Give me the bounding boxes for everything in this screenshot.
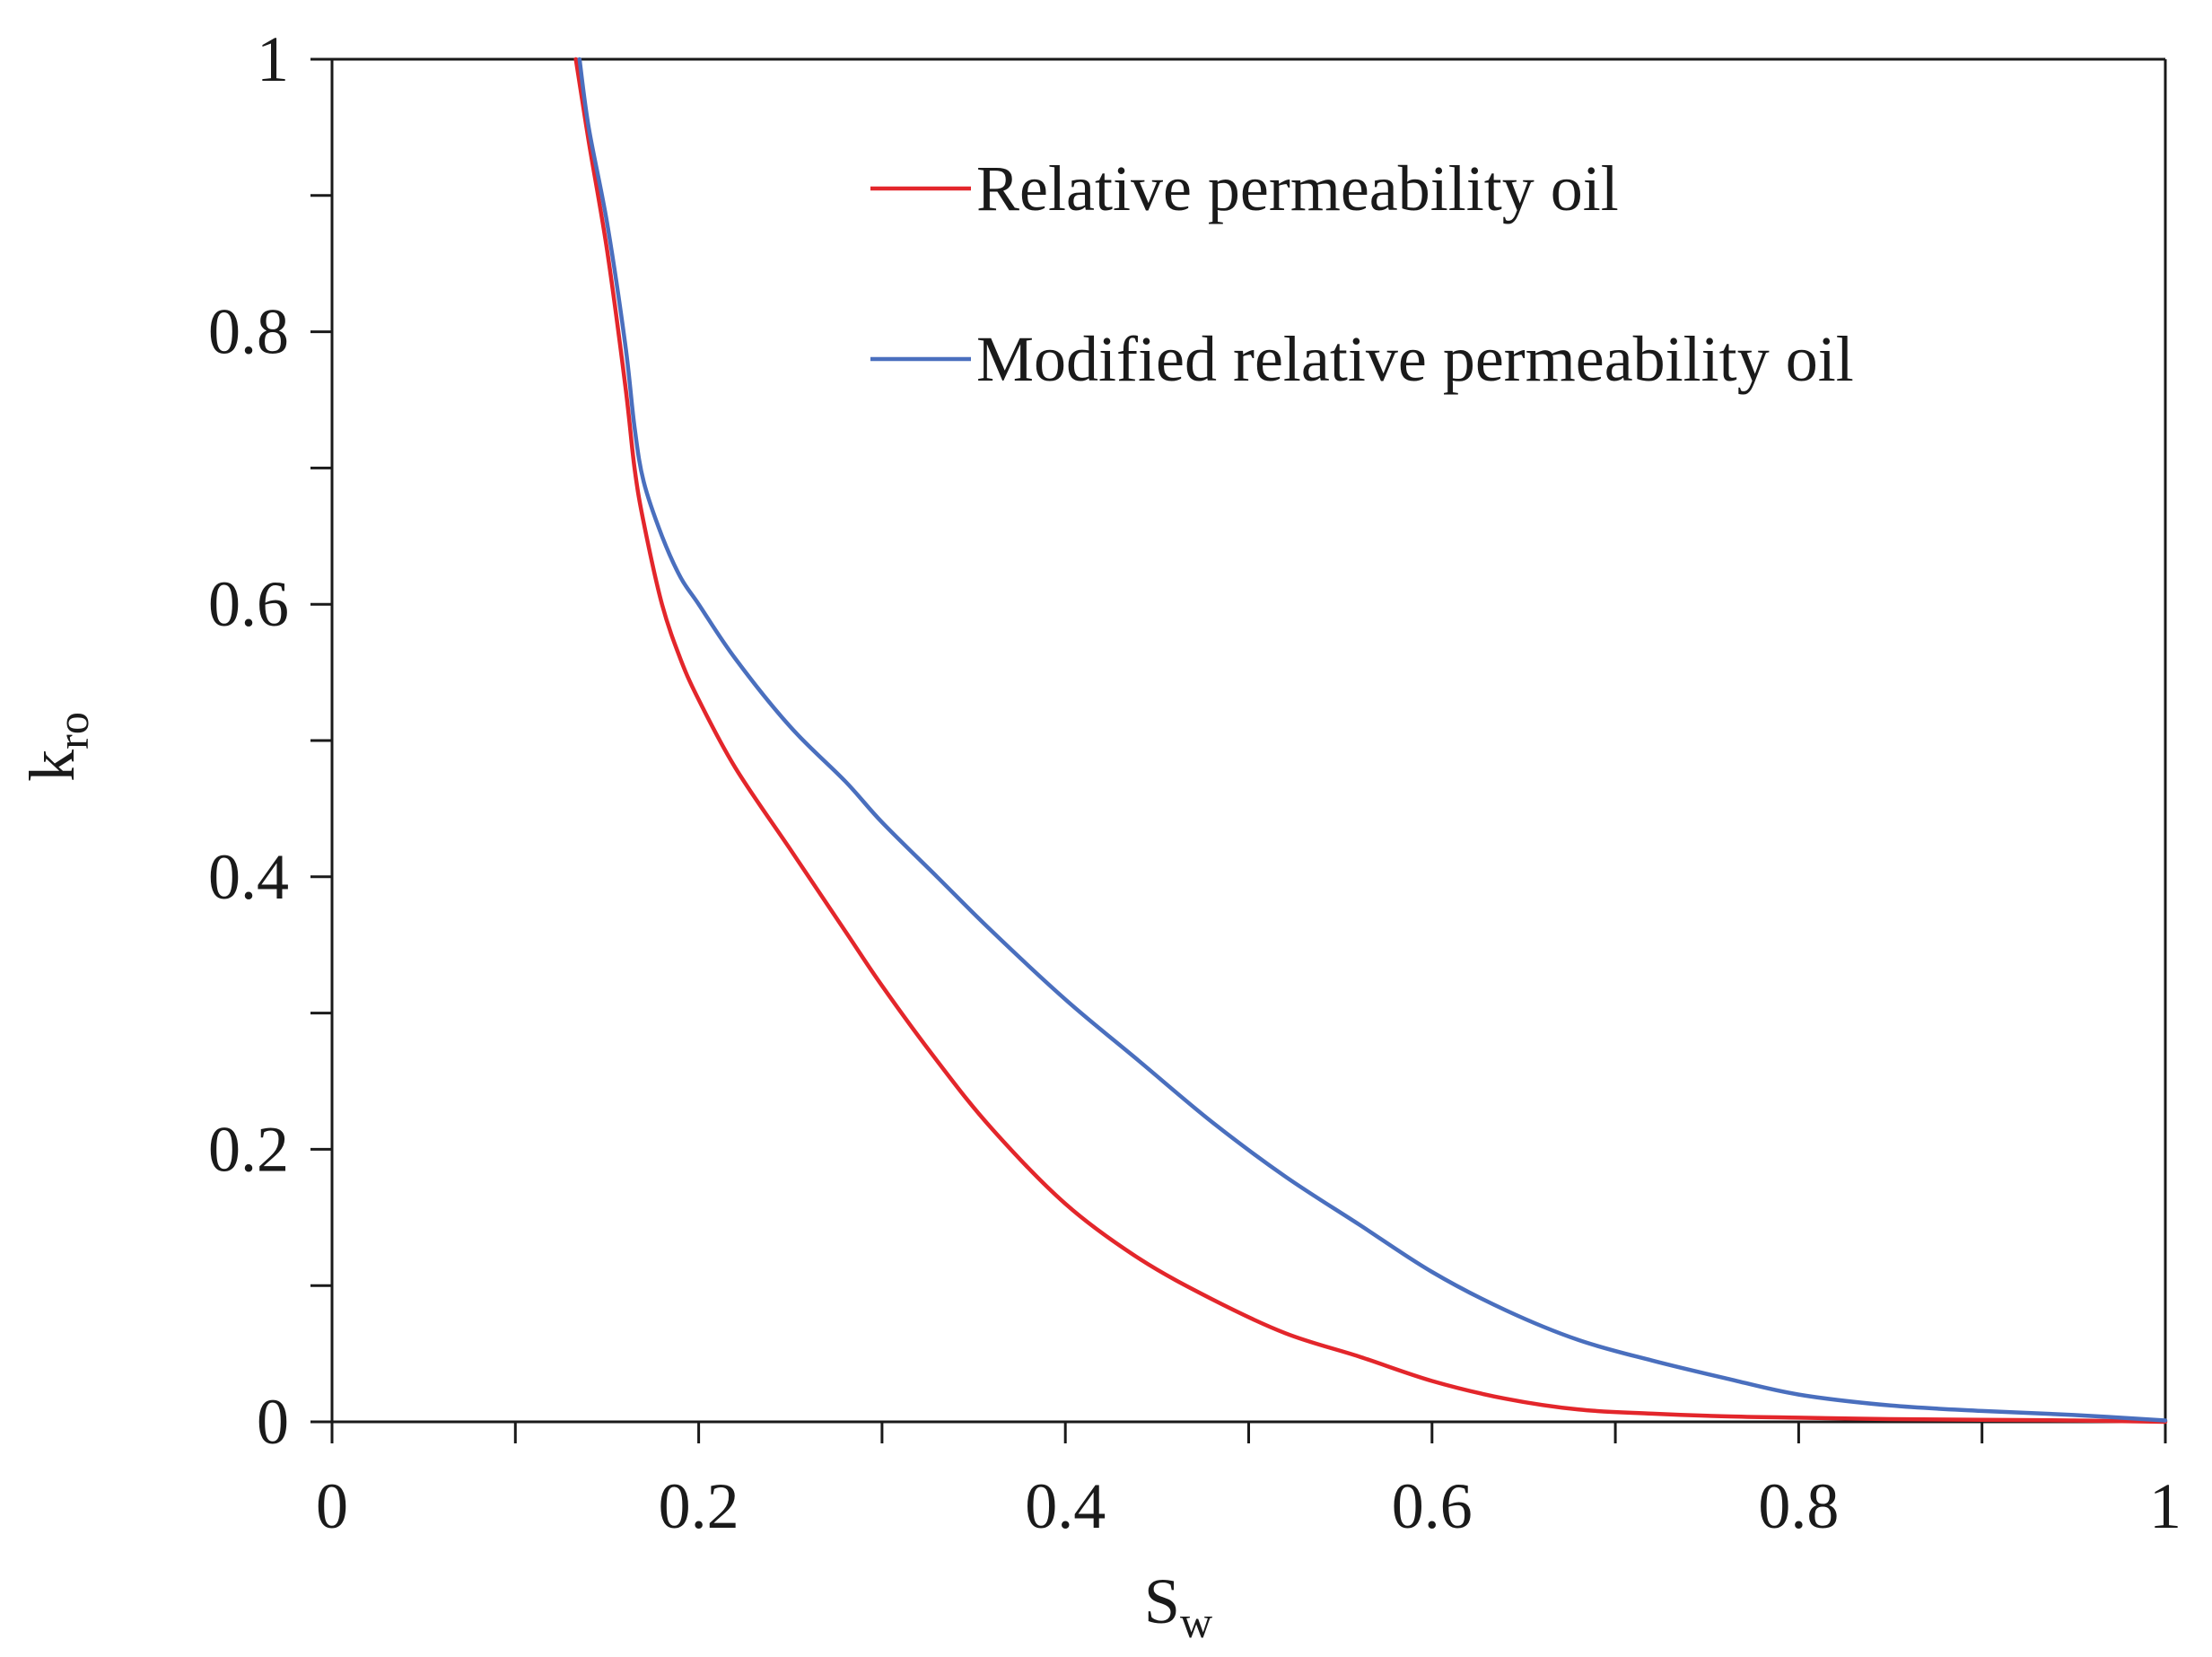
- y-axis-title-main: k: [16, 750, 88, 782]
- series-line-relative-permeability-oil: [573, 57, 2168, 1425]
- legend-label: Modified relative permeability oil: [976, 323, 1854, 395]
- y-axis-ticks: 0 0.2 0.4 0.6 0.8 1: [208, 23, 332, 1458]
- legend: Relative permeability oil Modified relati…: [870, 153, 1854, 395]
- series-line-modified-relative-permeability-oil: [577, 57, 2168, 1423]
- x-tick-label: 1: [2149, 1470, 2181, 1542]
- x-axis-title: Sw: [1144, 1565, 1212, 1647]
- x-tick-label: 0.6: [1392, 1470, 1473, 1542]
- y-tick-label: 0: [257, 1386, 289, 1458]
- x-tick-label: 0: [316, 1470, 348, 1542]
- y-tick-label: 0.6: [208, 568, 289, 640]
- legend-entry-modified-relative-permeability-oil: Modified relative permeability oil: [870, 323, 1854, 395]
- x-axis-ticks: 0 0.2 0.4 0.6 0.8 1: [316, 1422, 2181, 1542]
- y-tick-label: 0.4: [208, 841, 289, 913]
- x-tick-label: 0.4: [1025, 1470, 1106, 1542]
- series-layer: [573, 57, 2168, 1425]
- y-axis-title: kro: [16, 712, 98, 782]
- x-axis-title-main: S: [1144, 1565, 1180, 1637]
- legend-entry-relative-permeability-oil: Relative permeability oil: [870, 153, 1619, 224]
- x-tick-label: 0.8: [1758, 1470, 1839, 1542]
- x-axis-title-sub: w: [1180, 1597, 1212, 1647]
- x-tick-label: 0.2: [659, 1470, 739, 1542]
- y-tick-label: 0.2: [208, 1113, 289, 1185]
- y-tick-label: 1: [257, 23, 289, 95]
- legend-label: Relative permeability oil: [976, 153, 1619, 224]
- y-tick-label: 0.8: [208, 296, 289, 368]
- y-axis-title-sub: ro: [48, 712, 98, 750]
